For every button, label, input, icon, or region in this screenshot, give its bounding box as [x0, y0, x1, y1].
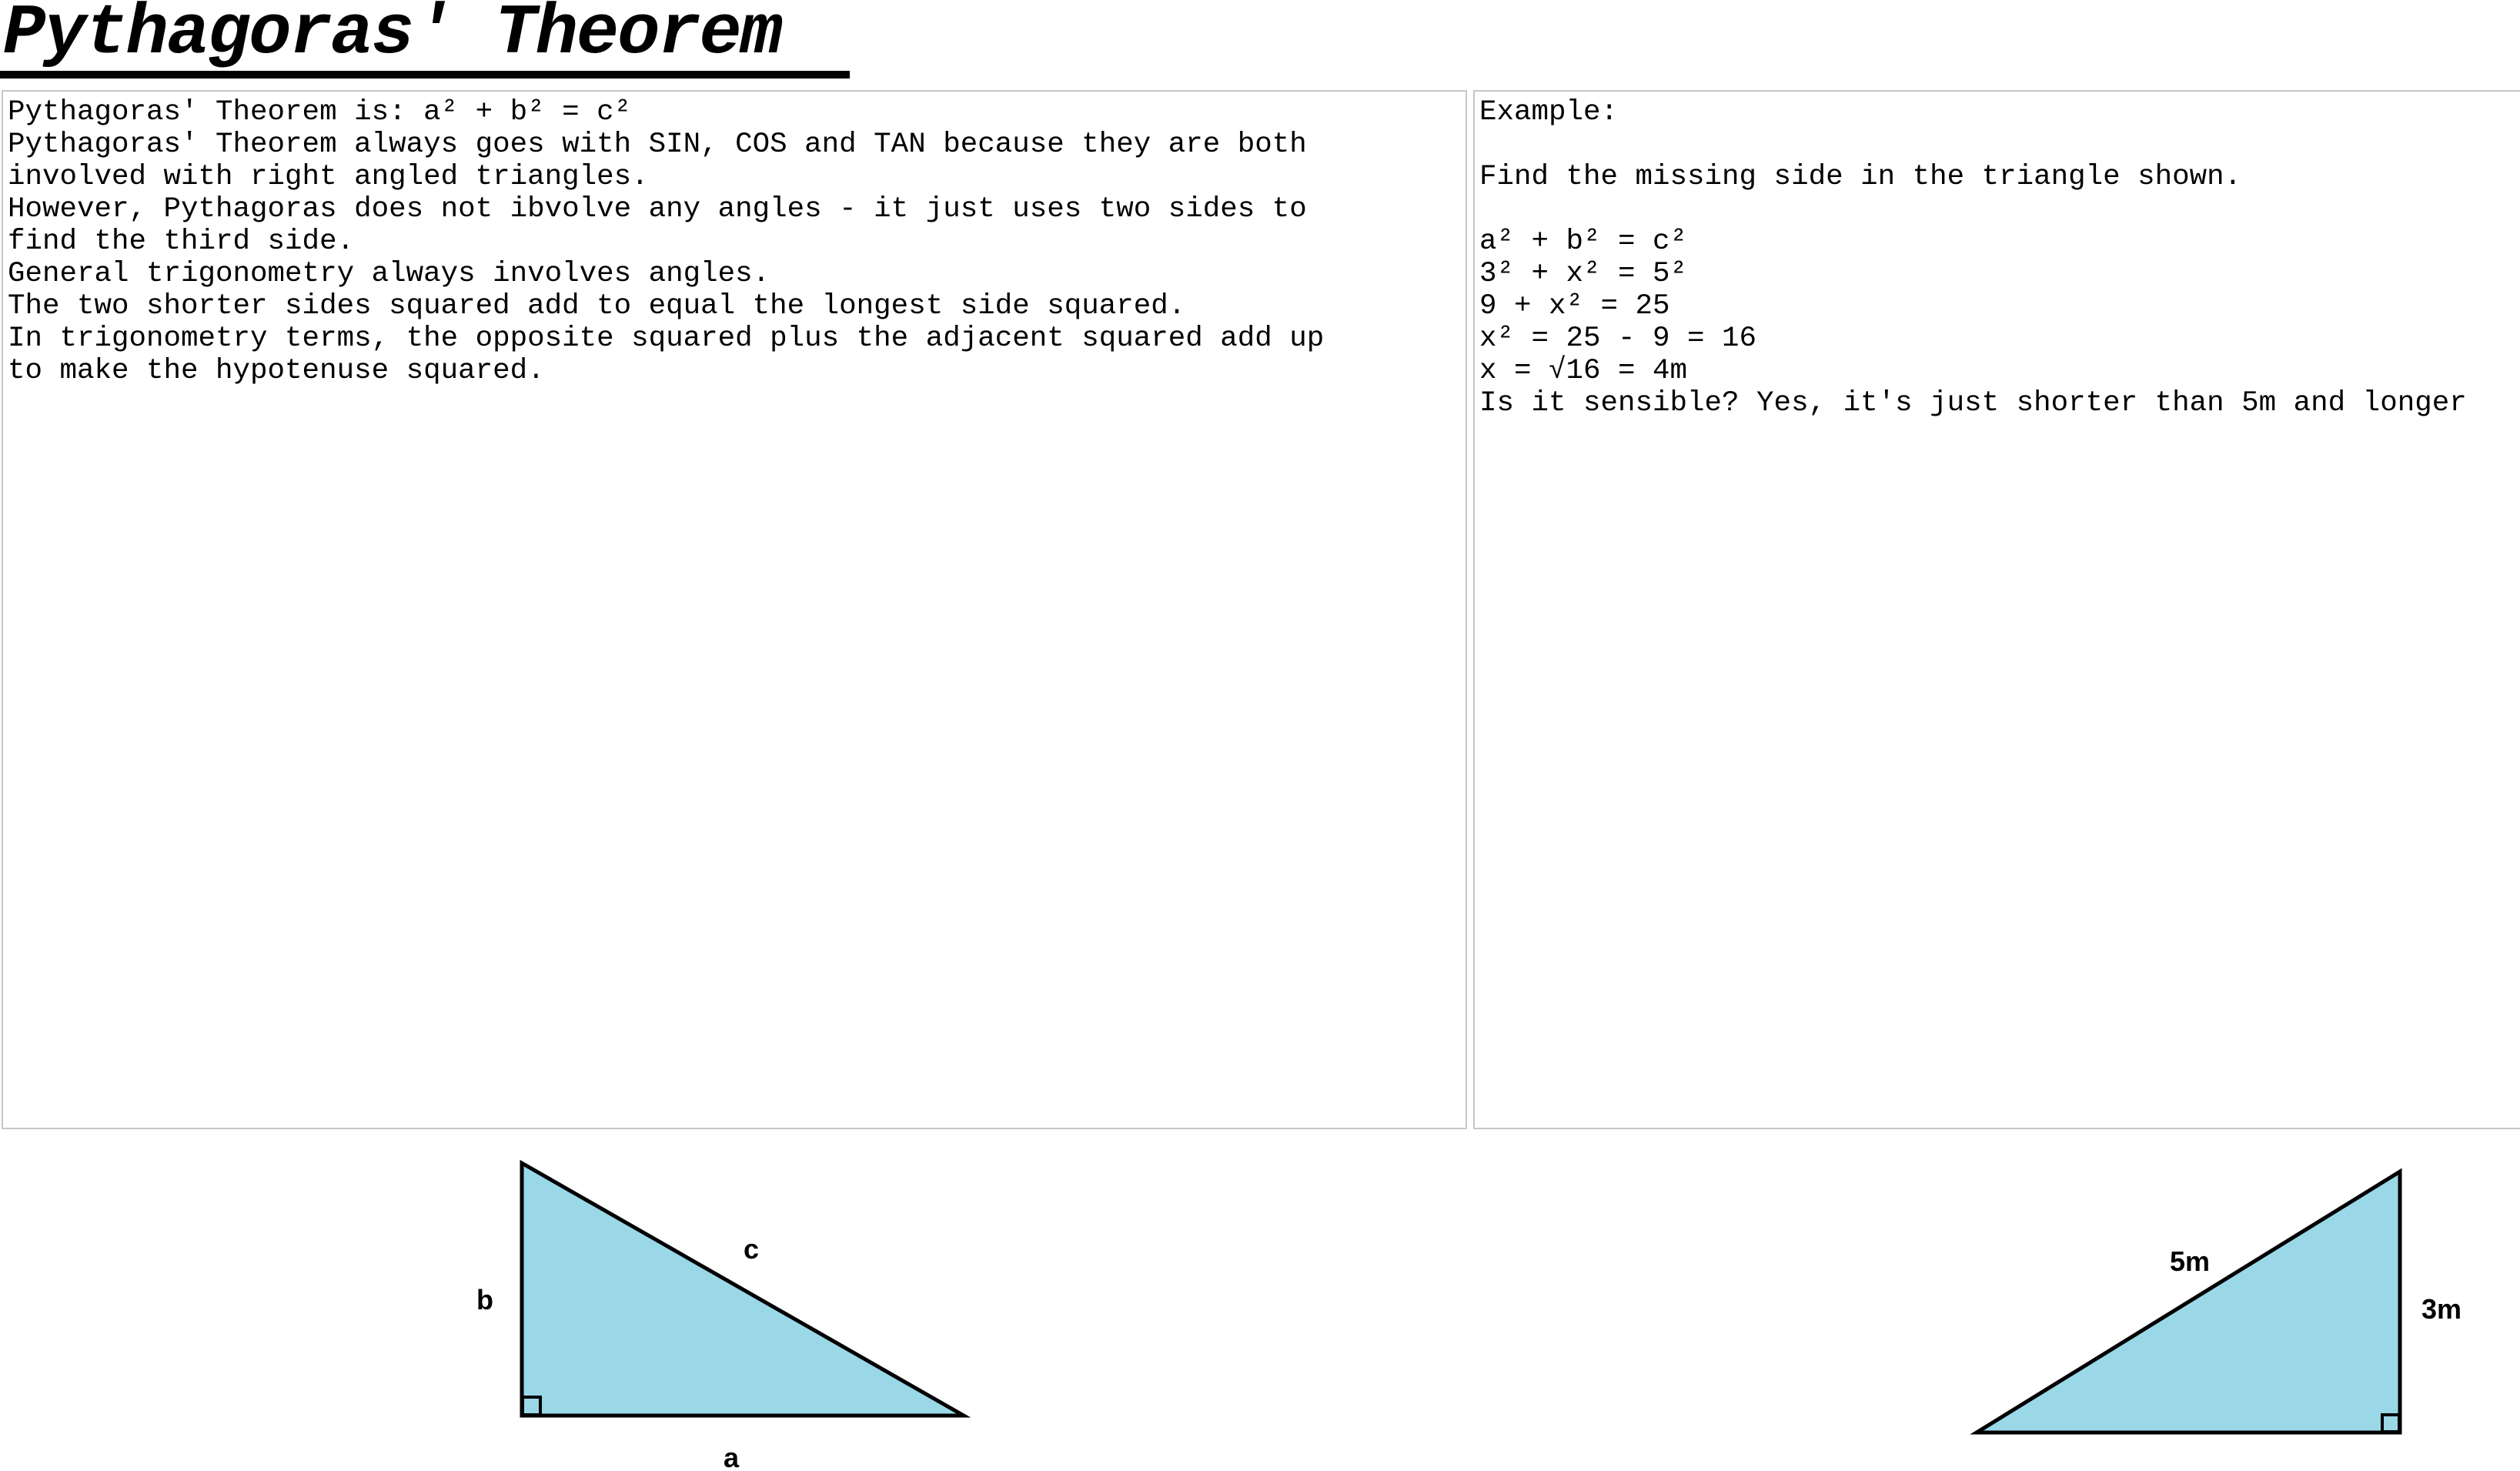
- example-textarea[interactable]: Example: Find the missing side in the tr…: [1473, 90, 2520, 1129]
- notes-textarea[interactable]: Pythagoras' Theorem is: a² + b² = c² Pyt…: [2, 90, 1467, 1129]
- page-title: Pythagoras' Theorem: [3, 0, 783, 74]
- side-label-a: a: [724, 1442, 740, 1471]
- side-label-hypotenuse: 5m: [2170, 1245, 2210, 1277]
- general-triangle-shape: [520, 1159, 971, 1418]
- side-label-c: c: [744, 1233, 759, 1265]
- title-underline: [0, 71, 850, 79]
- right-angle-marker: [521, 1396, 542, 1416]
- example-triangle-shape: [1970, 1168, 2402, 1435]
- general-triangle-diagram: b c a: [476, 1159, 971, 1471]
- right-angle-marker: [2381, 1413, 2401, 1433]
- example-triangle-diagram: 5m 3m: [1970, 1168, 2462, 1435]
- side-label-height: 3m: [2421, 1293, 2462, 1325]
- side-label-b: b: [476, 1284, 493, 1316]
